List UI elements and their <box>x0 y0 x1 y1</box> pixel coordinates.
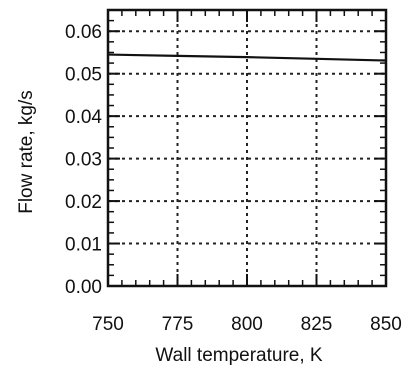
x-tick-label: 825 <box>301 314 333 335</box>
y-tick-label: 0.00 <box>65 277 102 298</box>
y-tick-labels: 0.00 0.01 0.02 0.03 0.04 0.05 0.06 <box>65 22 102 298</box>
x-tick-label: 775 <box>162 314 194 335</box>
series-group <box>107 53 387 62</box>
x-tick-labels: 750 775 800 825 850 <box>92 314 402 335</box>
minor-ticks <box>107 9 387 287</box>
x-tick-label: 800 <box>231 314 263 335</box>
y-tick-label: 0.06 <box>65 22 102 43</box>
x-axis-label: Wall temperature, K <box>155 345 323 366</box>
x-tick-label: 850 <box>370 314 402 335</box>
y-tick-label: 0.04 <box>65 107 102 128</box>
x-tick-label: 750 <box>92 314 124 335</box>
y-tick-label: 0.03 <box>65 150 102 171</box>
plot-frame <box>106 8 388 288</box>
grid <box>108 10 386 286</box>
y-tick-label: 0.05 <box>65 65 102 86</box>
series-line <box>107 53 387 62</box>
y-tick-label: 0.01 <box>65 235 102 256</box>
y-tick-label: 0.02 <box>65 192 102 213</box>
y-axis-label: Flow rate, kg/s <box>16 90 37 214</box>
major-ticks <box>107 10 387 287</box>
